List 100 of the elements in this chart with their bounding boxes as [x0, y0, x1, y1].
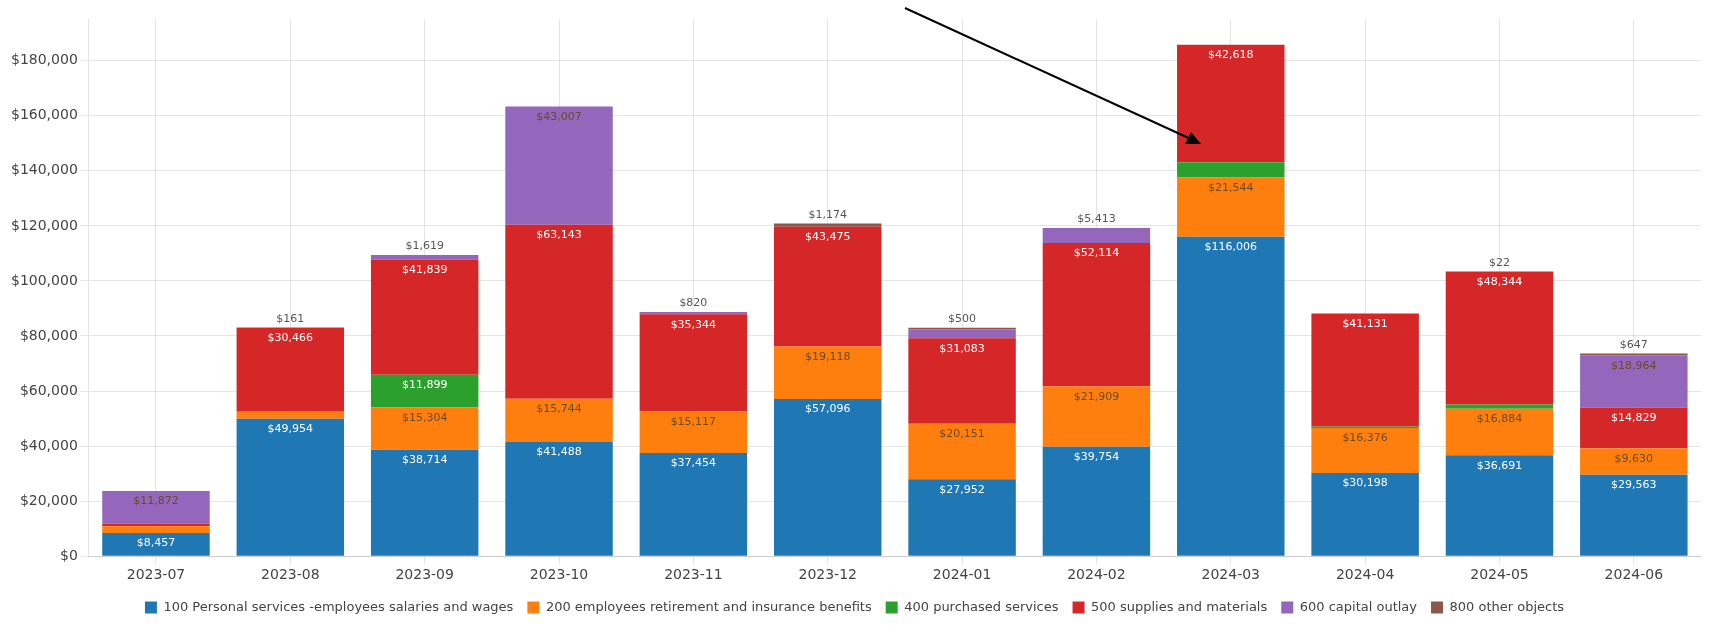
x-tick-label: 2023-09: [395, 566, 454, 583]
bar: [505, 441, 613, 556]
bar: [370, 449, 479, 556]
data-label: $5,413: [1077, 212, 1116, 226]
legend-label: 200 employees retirement and insurance benefits: [545, 598, 872, 614]
x-tick-label: 2024-03: [1201, 566, 1261, 583]
data-label: $15,304: [401, 410, 448, 424]
data-label: $27,952: [939, 482, 985, 496]
bar: [908, 423, 1016, 480]
bar: [908, 329, 1016, 339]
bar: [1177, 162, 1285, 178]
bar: [1042, 446, 1151, 556]
bar: [1042, 228, 1151, 243]
data-label: $39,754: [1073, 450, 1120, 464]
x-tick-label: 2024-06: [1604, 566, 1664, 583]
data-label: $11,872: [133, 494, 179, 508]
x-tick-label: 2023-11: [664, 566, 723, 583]
bar: [505, 398, 613, 442]
data-label: $63,143: [536, 228, 582, 242]
x-tick-label: 2023-10: [529, 566, 589, 583]
data-label: $52,114: [1073, 246, 1120, 260]
data-label: $57,096: [804, 402, 851, 416]
x-tick-label: 2024-01: [932, 566, 992, 583]
bar: [236, 418, 345, 556]
x-tick-label: 2023-08: [261, 566, 320, 583]
data-label: $43,007: [536, 109, 582, 123]
data-label: $30,466: [267, 331, 314, 345]
data-label: $21,909: [1073, 389, 1120, 403]
data-label: $36,691: [1476, 458, 1523, 472]
data-label: $9,630: [1614, 451, 1654, 465]
data-label: $49,954: [267, 422, 314, 436]
data-label: $20,151: [939, 427, 985, 441]
bar: [370, 374, 479, 408]
data-label: $15,117: [670, 414, 717, 428]
data-label: $35,344: [670, 317, 717, 331]
bar: [1177, 44, 1285, 163]
data-label: $48,344: [1476, 274, 1523, 288]
legend-label: 100 Personal services -employees salaries and wages: [163, 598, 514, 614]
bar: [370, 255, 479, 260]
data-label: $38,714: [401, 452, 448, 466]
data-label: $41,131: [1342, 316, 1388, 330]
bar: [773, 226, 882, 347]
y-tick-label: $120,000: [10, 216, 78, 233]
data-label: $21,544: [1208, 180, 1254, 194]
bar: [639, 411, 748, 454]
bar: [1311, 473, 1419, 556]
y-tick-label: $0: [59, 546, 78, 563]
data-label: $161: [276, 311, 305, 325]
data-label: $1,619: [405, 239, 444, 253]
data-label: $30,198: [1342, 476, 1388, 490]
bar: [236, 327, 345, 412]
x-tick-label: 2024-02: [1067, 566, 1126, 583]
y-tick-label: $100,000: [10, 271, 78, 288]
bar: [370, 407, 479, 450]
data-label: $8,457: [136, 536, 176, 550]
legend-label: 600 capital outlay: [1299, 598, 1418, 614]
bar: [1311, 313, 1419, 427]
data-label: $647: [1619, 337, 1648, 351]
bar: [1177, 236, 1285, 556]
data-label: $43,475: [804, 230, 851, 244]
data-label: $820: [679, 296, 708, 310]
bar: [1042, 242, 1151, 387]
y-tick-label: $60,000: [19, 381, 78, 398]
data-label: $16,884: [1476, 412, 1523, 426]
bar: [1580, 474, 1688, 556]
y-tick-label: $40,000: [19, 436, 78, 453]
data-label: $29,563: [1611, 478, 1657, 492]
bar: [773, 399, 882, 556]
legend-label: 500 supplies and materials: [1091, 598, 1268, 614]
bar: [773, 223, 882, 227]
bar: [773, 346, 882, 400]
bar: [1580, 355, 1688, 408]
x-tick-label: 2024-04: [1335, 566, 1395, 583]
y-tick-label: $20,000: [19, 491, 78, 508]
data-label: $15,744: [536, 402, 582, 416]
x-tick-label: 2023-07: [126, 566, 186, 583]
bar: [1177, 177, 1285, 237]
bar: [1042, 386, 1151, 447]
bar: [102, 532, 210, 556]
legend-label: 800 other objects: [1449, 598, 1565, 614]
bar: [102, 490, 210, 524]
y-tick-label: $80,000: [19, 326, 78, 343]
bar: [236, 411, 345, 419]
y-tick-label: $160,000: [10, 106, 78, 123]
y-tick-label: $140,000: [10, 161, 78, 178]
data-label: $42,618: [1208, 48, 1254, 62]
x-tick-label: 2024-05: [1470, 566, 1529, 583]
bar: [908, 479, 1016, 556]
bar: [102, 526, 210, 533]
bar: [639, 314, 748, 412]
bar: [505, 224, 613, 399]
bar: [1445, 455, 1554, 556]
data-label: $31,083: [939, 341, 985, 355]
data-label: $1,174: [808, 207, 847, 221]
data-label: $19,118: [804, 349, 851, 363]
bar: [908, 338, 1016, 424]
legend-label: 400 purchased services: [904, 598, 1059, 614]
data-label: $116,006: [1204, 240, 1258, 254]
bar: [639, 453, 748, 556]
y-tick-label: $180,000: [10, 51, 78, 68]
